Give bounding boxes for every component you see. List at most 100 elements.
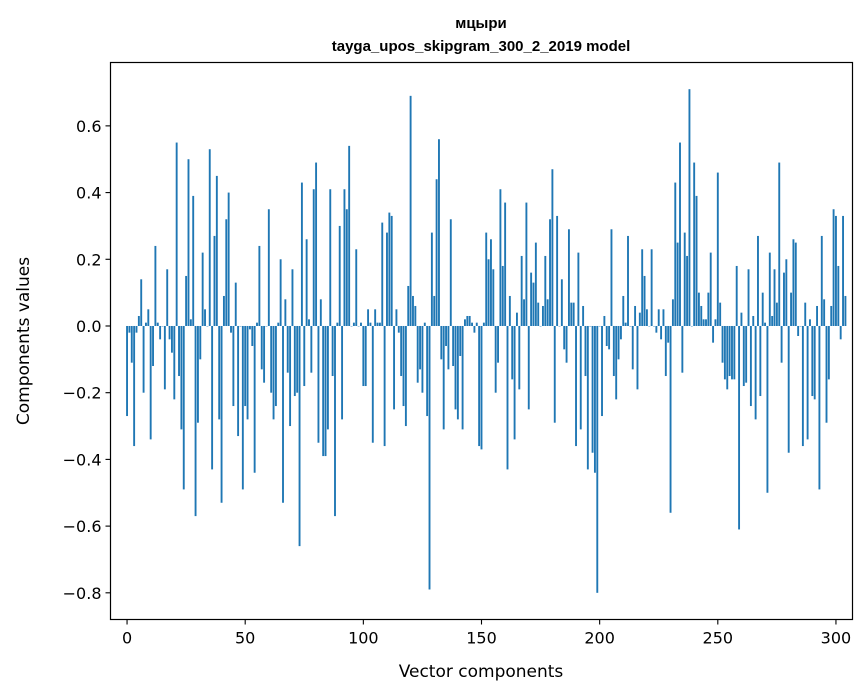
bar bbox=[679, 142, 681, 326]
bar bbox=[721, 325, 724, 363]
bar bbox=[492, 269, 495, 326]
bar bbox=[416, 325, 419, 383]
bar bbox=[794, 242, 797, 326]
bar bbox=[152, 325, 154, 367]
bar bbox=[459, 325, 462, 357]
bar bbox=[813, 325, 816, 400]
bar bbox=[624, 322, 627, 326]
bar bbox=[338, 225, 341, 326]
bar bbox=[194, 325, 197, 517]
bar bbox=[731, 325, 733, 380]
bar bbox=[412, 295, 414, 326]
bar bbox=[256, 322, 258, 326]
bar bbox=[185, 275, 188, 326]
bar bbox=[466, 315, 469, 326]
bar bbox=[650, 249, 653, 326]
bar bbox=[291, 269, 294, 326]
bar bbox=[168, 325, 171, 340]
bar bbox=[331, 325, 334, 377]
bar bbox=[279, 259, 282, 326]
bar bbox=[556, 215, 559, 326]
bar bbox=[655, 325, 658, 333]
bar bbox=[749, 325, 752, 407]
bar bbox=[369, 322, 372, 326]
bar bbox=[825, 325, 828, 423]
bar bbox=[440, 325, 443, 360]
bar bbox=[516, 312, 518, 326]
bar bbox=[513, 325, 516, 440]
bar bbox=[527, 325, 530, 410]
bar bbox=[790, 292, 793, 326]
bar bbox=[397, 325, 400, 333]
bar bbox=[178, 325, 180, 377]
bar bbox=[360, 322, 362, 326]
bar bbox=[605, 325, 608, 346]
bar bbox=[241, 325, 244, 490]
bar bbox=[419, 325, 422, 370]
bar bbox=[258, 245, 261, 326]
bar bbox=[352, 322, 355, 326]
bar bbox=[435, 179, 438, 326]
x-axis-label: Vector components bbox=[399, 662, 564, 682]
bar bbox=[237, 325, 240, 437]
bar bbox=[149, 325, 152, 440]
bar bbox=[395, 309, 398, 326]
bar bbox=[442, 325, 445, 430]
bar bbox=[735, 265, 738, 326]
bar bbox=[166, 269, 169, 326]
bar bbox=[159, 325, 162, 340]
bar bbox=[329, 189, 332, 326]
bar bbox=[662, 309, 665, 326]
bar bbox=[140, 279, 143, 326]
y-tick-label: 0.2 bbox=[76, 250, 101, 269]
bar bbox=[400, 325, 403, 377]
bar bbox=[603, 315, 606, 326]
bar bbox=[433, 295, 436, 326]
bar bbox=[355, 249, 358, 326]
bar bbox=[615, 325, 618, 400]
bar bbox=[570, 302, 573, 326]
bar bbox=[430, 232, 433, 326]
bar bbox=[142, 325, 145, 393]
bar bbox=[738, 325, 741, 530]
bar bbox=[282, 325, 284, 503]
bar bbox=[452, 325, 455, 367]
bar bbox=[697, 292, 700, 326]
bar bbox=[199, 325, 202, 360]
bar bbox=[593, 325, 596, 473]
bar bbox=[305, 239, 308, 326]
bar bbox=[657, 309, 660, 326]
bar bbox=[804, 302, 807, 326]
bar bbox=[567, 229, 570, 326]
bar bbox=[286, 325, 289, 373]
bar bbox=[643, 275, 646, 326]
bar bbox=[480, 325, 483, 450]
bar bbox=[745, 325, 748, 383]
bar bbox=[274, 325, 277, 407]
bar bbox=[447, 325, 450, 370]
bar bbox=[270, 325, 273, 393]
bar bbox=[518, 325, 521, 390]
bar bbox=[497, 325, 499, 363]
bar bbox=[563, 325, 566, 350]
x-axis-ticks: 0 50 100 150 200 250 300 bbox=[122, 619, 851, 648]
bar bbox=[771, 315, 774, 326]
bar bbox=[504, 202, 507, 326]
bar bbox=[170, 325, 173, 353]
bar bbox=[324, 325, 327, 457]
bar bbox=[445, 325, 447, 346]
bar bbox=[362, 325, 365, 387]
bar bbox=[792, 239, 795, 326]
bar bbox=[182, 325, 185, 490]
bar bbox=[565, 325, 568, 363]
bar bbox=[490, 239, 492, 326]
bar bbox=[260, 325, 263, 370]
bar bbox=[631, 325, 634, 370]
x-tick-label: 200 bbox=[584, 629, 615, 648]
bar bbox=[688, 89, 691, 326]
bar bbox=[145, 322, 147, 326]
bar bbox=[816, 305, 818, 326]
bar bbox=[383, 325, 386, 447]
bar bbox=[133, 325, 136, 447]
